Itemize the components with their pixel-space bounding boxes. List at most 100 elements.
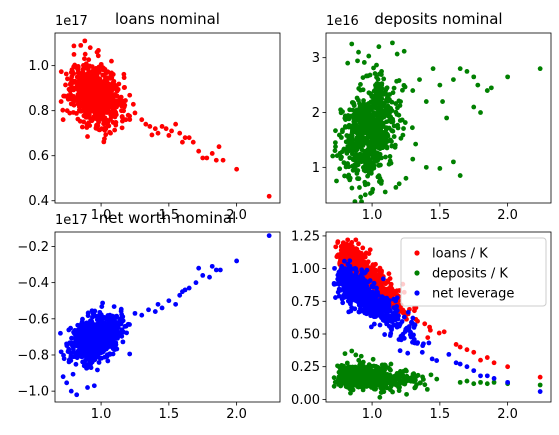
data-point [348, 308, 354, 314]
data-point [364, 267, 370, 273]
data-point [95, 87, 101, 93]
axes-frame [54, 231, 281, 403]
data-point [401, 82, 407, 88]
data-point [343, 117, 348, 123]
data-point [82, 38, 88, 44]
data-point [478, 110, 483, 115]
data-point [80, 89, 86, 95]
data-point [95, 367, 100, 373]
data-point [383, 154, 388, 160]
data-point [484, 88, 490, 93]
data-point [367, 278, 373, 283]
data-point [347, 258, 353, 264]
data-point [374, 62, 379, 68]
data-point [81, 119, 87, 125]
data-point [335, 240, 341, 245]
chart-panel-1: 1.0 1.5 2.0 0.4 0.6 0.8 1.0 loans nominal 1e17 [28, 10, 281, 223]
data-point [387, 137, 393, 143]
data-point [366, 134, 372, 140]
data-point [89, 308, 95, 314]
data-point [204, 155, 210, 161]
data-point [412, 305, 418, 311]
data-point [71, 64, 77, 70]
data-point [94, 79, 99, 84]
data-point [367, 72, 373, 78]
data-point [354, 171, 360, 176]
data-point [89, 118, 95, 124]
data-point [348, 285, 354, 291]
data-point [74, 74, 80, 80]
data-point [127, 117, 133, 122]
data-point [196, 148, 202, 154]
data-point [339, 254, 345, 260]
data-point [385, 92, 391, 98]
data-point [353, 262, 359, 267]
data-point [97, 309, 103, 315]
data-point [336, 293, 342, 299]
data-point [355, 254, 361, 260]
data-point [390, 128, 396, 134]
data-point [505, 364, 511, 370]
data-point [347, 134, 353, 139]
data-point [91, 75, 97, 81]
data-point [373, 313, 379, 319]
data-point [220, 157, 226, 163]
x-tick-label: 2.0 [497, 407, 518, 422]
data-point [397, 348, 403, 354]
data-point [348, 380, 354, 386]
data-point [387, 158, 393, 164]
data-point [266, 233, 272, 239]
data-point [342, 271, 347, 277]
data-point [60, 374, 66, 380]
data-point [374, 285, 379, 291]
data-point [159, 305, 165, 311]
data-point [377, 394, 383, 400]
data-point [82, 334, 88, 340]
data-point [379, 155, 384, 161]
data-point [356, 97, 361, 103]
data-point [359, 290, 365, 296]
series-1 [58, 38, 272, 199]
data-point [340, 379, 346, 384]
data-point [394, 321, 400, 327]
y-tick-label: 0.00 [291, 393, 320, 408]
y-tick-label: 0.8 [28, 104, 49, 119]
data-point [333, 295, 338, 300]
data-point [387, 333, 393, 338]
data-point [337, 166, 343, 172]
data-point [537, 389, 543, 394]
data-point [71, 102, 77, 108]
data-point [333, 128, 338, 134]
data-point [359, 156, 365, 161]
data-point [471, 368, 477, 374]
data-point [331, 383, 337, 389]
data-point [86, 57, 92, 63]
data-point [81, 63, 86, 68]
data-point [93, 347, 99, 352]
data-point [394, 304, 400, 309]
data-point [356, 49, 361, 55]
data-point [339, 246, 345, 252]
data-point [71, 51, 77, 57]
data-point [143, 121, 149, 127]
data-point [353, 108, 358, 114]
data-point [76, 99, 81, 105]
data-point [401, 126, 406, 131]
data-point [457, 66, 463, 72]
data-point [119, 114, 125, 119]
data-point [393, 185, 399, 190]
data-point [110, 85, 116, 90]
data-point [216, 144, 222, 150]
data-point [349, 41, 355, 47]
data-point [408, 375, 414, 381]
data-point [63, 71, 69, 77]
axes-frame [54, 32, 281, 204]
y-tick-label: −0.4 [17, 276, 49, 291]
data-point [353, 270, 359, 276]
data-point [79, 326, 85, 331]
data-point [410, 156, 416, 162]
data-point [410, 88, 416, 93]
data-point [378, 390, 384, 395]
x-tick-label: 2.0 [497, 208, 518, 223]
data-point [457, 379, 463, 385]
